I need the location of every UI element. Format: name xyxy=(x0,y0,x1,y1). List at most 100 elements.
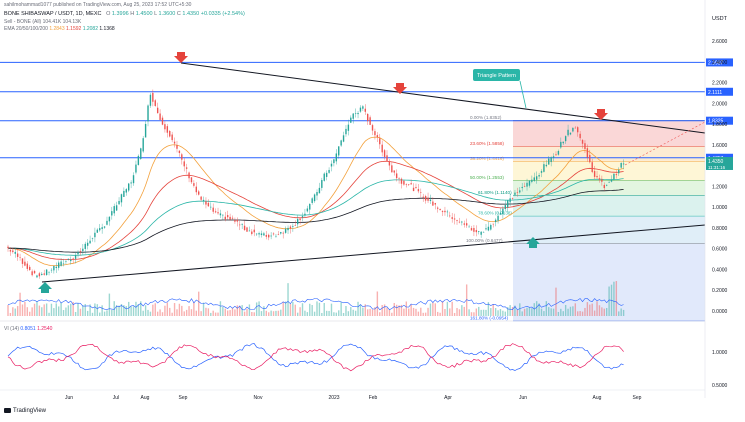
fib-band xyxy=(513,146,705,162)
volume-bar xyxy=(318,302,321,316)
volume-indicator-line[interactable]: Sell - BONE (All) 104.41K 104.13K xyxy=(4,19,81,25)
volume-bar xyxy=(263,306,265,316)
y-tick-label: 0.8000 xyxy=(712,226,728,232)
volume-bar xyxy=(188,306,190,316)
x-tick-label: Nov xyxy=(254,395,263,401)
candle-body xyxy=(99,228,101,231)
volume-bar xyxy=(106,310,108,316)
candle-body xyxy=(364,108,366,112)
volume-bar xyxy=(504,311,506,316)
candle-body xyxy=(309,203,311,210)
volume-bar xyxy=(514,305,516,316)
volume-bar xyxy=(338,310,340,316)
candle-body xyxy=(610,179,613,182)
candle-body xyxy=(161,117,164,125)
candle-body xyxy=(388,161,391,166)
triangle-lower-trendline[interactable] xyxy=(41,224,706,283)
candle-body xyxy=(415,187,417,188)
candle-body xyxy=(272,233,275,235)
triangle-pattern-callout[interactable]: Triangle Pattern xyxy=(473,69,527,109)
volume-bar xyxy=(113,301,115,316)
vi-label[interactable]: VI (14) 0.8051 1.2540 xyxy=(4,326,53,332)
candle-body xyxy=(248,230,251,232)
volume-bar xyxy=(12,307,14,316)
y-tick-label: 1.2000 xyxy=(712,184,728,190)
ohlc-close: 1.4350 xyxy=(182,11,200,17)
candle-body xyxy=(507,200,509,208)
x-tick-label: Feb xyxy=(369,395,378,401)
candle-body xyxy=(270,235,272,237)
symbol-name[interactable]: BONE SHIBASWAP / USDT, 1D, MEXC xyxy=(4,11,102,17)
volume-bar xyxy=(502,310,504,316)
volume-bar xyxy=(132,306,135,316)
y-tick-label: 2.4000 xyxy=(712,60,728,66)
volume-bar xyxy=(147,309,149,316)
tradingview-watermark: TradingView xyxy=(4,408,46,414)
candle-body xyxy=(301,216,304,218)
volume-bar xyxy=(284,301,287,316)
ohlc-high: 1.4500 xyxy=(135,11,153,17)
volume-bar xyxy=(417,311,420,316)
candle-body xyxy=(347,124,350,131)
volume-bar xyxy=(241,305,243,316)
candle-body xyxy=(94,232,96,238)
volume-bar xyxy=(432,302,434,316)
candle-body xyxy=(350,117,352,123)
triangle-upper-trendline[interactable] xyxy=(180,62,706,134)
candle-body xyxy=(258,233,260,235)
volume-bar xyxy=(219,301,222,316)
candle-body xyxy=(82,248,84,252)
candle-body xyxy=(589,154,591,163)
volume-bar xyxy=(62,310,65,316)
candle-body xyxy=(115,205,118,211)
volume-bar xyxy=(280,309,282,316)
candle-body xyxy=(195,186,197,193)
currency-label: USDT xyxy=(712,16,728,22)
volume-bar xyxy=(333,312,335,316)
candle-body xyxy=(210,206,212,208)
volume-bar xyxy=(29,311,31,316)
candle-body xyxy=(130,182,132,184)
candle-body xyxy=(383,150,386,158)
candle-body xyxy=(335,153,338,162)
volume-bar xyxy=(533,303,535,316)
candle-body xyxy=(613,173,615,180)
volume-bar xyxy=(251,312,253,316)
trendlines[interactable] xyxy=(41,62,706,283)
volume-bar xyxy=(268,312,270,316)
volume-bar xyxy=(57,306,60,316)
volume-bar xyxy=(84,304,86,316)
x-tick-label: Sep xyxy=(633,395,642,401)
candle-body xyxy=(135,164,137,173)
volume-bar xyxy=(453,312,456,316)
ohlc-h-label: H xyxy=(130,11,135,17)
volume-bar xyxy=(70,303,72,316)
volume-bar xyxy=(325,310,328,316)
candle-body xyxy=(509,198,511,203)
ema-indicator-line[interactable]: EMA 20/50/100/200 1.2843 1.1592 1.2082 1… xyxy=(4,26,115,32)
candle-body xyxy=(369,117,371,125)
vi-tick-label: 0.5000 xyxy=(712,383,728,389)
candle-body xyxy=(405,184,408,185)
time-axis[interactable]: Jun Jul Aug Sep Nov 2023 Feb Apr Jun Aug Sep xyxy=(0,389,705,401)
candle-body xyxy=(478,231,480,232)
volume-bar xyxy=(321,312,323,316)
vi-minus-value: 1.2540 xyxy=(37,326,53,332)
volume-bar xyxy=(342,312,345,316)
volume-bar xyxy=(142,310,144,316)
volume-bar xyxy=(359,304,362,316)
candle-body xyxy=(306,208,309,212)
fib-level-label: 78.60% (0.9138) xyxy=(478,211,512,216)
y-tick-label: 1.8000 xyxy=(712,122,728,128)
volume-bar xyxy=(383,304,386,316)
volume-bar xyxy=(128,301,130,316)
volume-bar xyxy=(243,311,246,316)
volume-bar xyxy=(494,308,497,316)
candle-body xyxy=(579,133,581,139)
x-tick-label: Jun xyxy=(65,395,73,401)
volume-bar xyxy=(50,303,53,316)
price-axis[interactable]: USDT 0.0000 0.2000 0.4000 0.6000 0.8000 1.000… xyxy=(704,0,733,398)
y-tick-label: 1.0000 xyxy=(712,205,728,211)
volume-bar xyxy=(622,309,625,316)
